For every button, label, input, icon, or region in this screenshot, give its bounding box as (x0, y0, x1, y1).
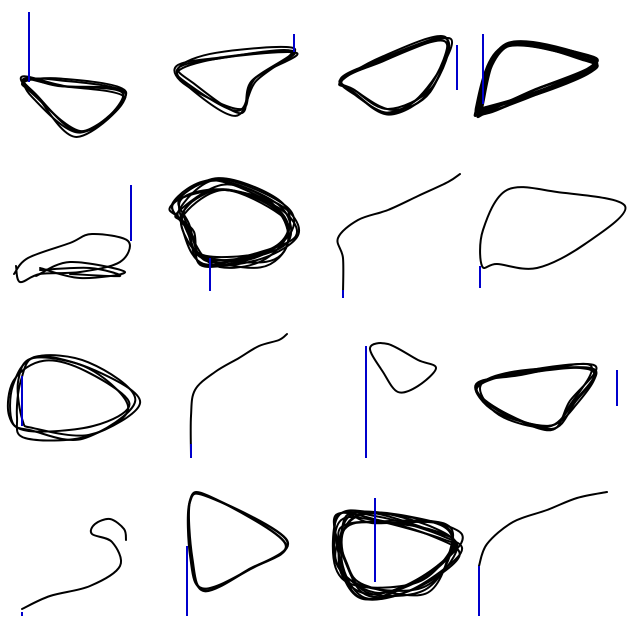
panel-r1c4 (475, 34, 598, 117)
trajectory-loop (480, 187, 625, 269)
panel-r4c1 (22, 519, 126, 616)
trajectory-path (191, 334, 287, 456)
trajectory-loop (188, 493, 288, 588)
panel-r3c1 (8, 355, 140, 440)
trajectory-path (479, 492, 607, 566)
panel-r1c3 (339, 36, 457, 115)
panel-r4c2 (187, 492, 288, 616)
trajectory-loop (8, 360, 130, 431)
panel-r2c4 (480, 187, 625, 288)
panel-r3c4 (475, 364, 617, 430)
panel-r3c2 (191, 334, 287, 458)
trajectory-path (337, 174, 460, 293)
panel-r2c2 (169, 178, 299, 291)
panel-r2c1 (14, 185, 131, 282)
panel-r4c4 (479, 492, 607, 616)
panel-r2c3 (337, 174, 460, 298)
panel-r1c1 (21, 12, 126, 137)
trajectory-loop (370, 343, 436, 393)
trajectory-path (22, 519, 126, 609)
panel-r3c3 (366, 343, 436, 458)
panel-r4c3 (333, 498, 463, 600)
trajectory-loop (340, 38, 450, 109)
trajectory-loop (339, 37, 447, 113)
panel-r1c2 (174, 34, 297, 116)
